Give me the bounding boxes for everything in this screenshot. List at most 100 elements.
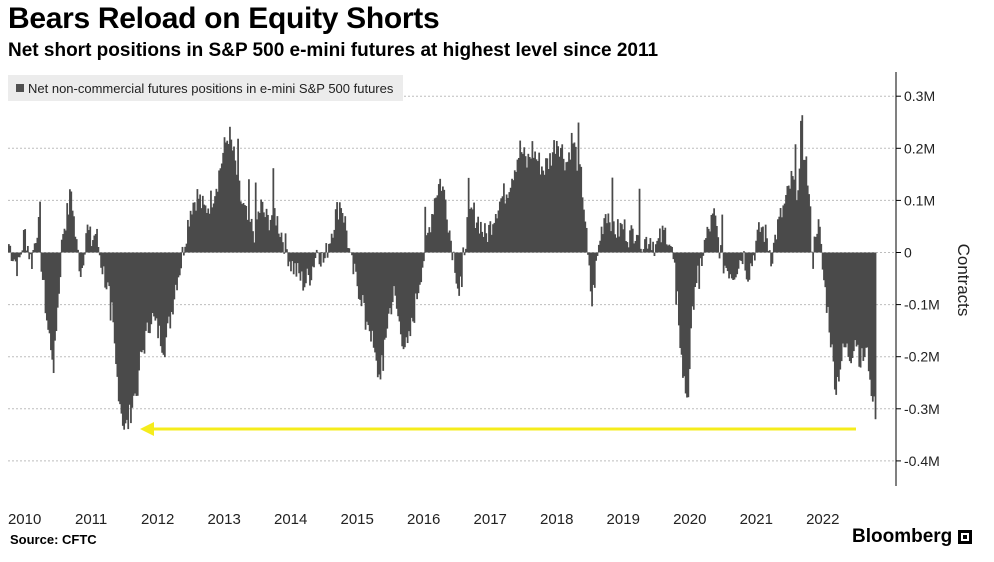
bar — [418, 252, 421, 285]
bar — [332, 237, 334, 253]
bar — [785, 195, 787, 253]
bar — [353, 252, 356, 264]
bar — [493, 222, 496, 253]
bar — [94, 233, 97, 253]
bar — [47, 252, 50, 330]
bar — [8, 244, 10, 253]
bar — [795, 200, 798, 253]
bar — [787, 185, 790, 253]
bar — [272, 168, 275, 253]
bar — [425, 235, 428, 253]
bar — [682, 252, 684, 378]
bar — [222, 152, 225, 253]
bar — [442, 186, 444, 253]
bar — [629, 230, 631, 253]
bar — [801, 115, 804, 253]
bar — [504, 203, 507, 253]
bar — [828, 252, 831, 333]
bar — [562, 158, 565, 253]
bar — [751, 252, 753, 267]
bar — [250, 218, 253, 253]
bar — [512, 180, 515, 253]
bar — [404, 252, 406, 348]
bar — [694, 252, 697, 288]
bar — [75, 239, 78, 253]
bar — [833, 252, 836, 390]
bar — [522, 153, 524, 253]
bar — [50, 252, 52, 351]
bar — [147, 252, 150, 333]
bar — [827, 252, 829, 307]
bar — [771, 252, 774, 264]
bar — [13, 252, 16, 260]
bar — [817, 219, 820, 253]
bar — [684, 252, 687, 394]
bar — [235, 174, 238, 253]
bar — [657, 238, 660, 253]
bar — [640, 248, 642, 253]
bar — [187, 219, 189, 253]
bar — [648, 244, 650, 253]
bar — [756, 229, 759, 253]
bar — [728, 252, 730, 279]
bar — [646, 248, 649, 253]
bar — [249, 221, 252, 253]
bar — [654, 244, 657, 253]
bar — [474, 227, 477, 253]
bar — [326, 252, 329, 258]
bar — [132, 252, 135, 396]
bar — [269, 219, 272, 253]
bar — [565, 162, 568, 253]
brand-name: Bloomberg — [852, 526, 953, 547]
bar — [203, 204, 206, 253]
bar — [829, 252, 832, 348]
bar — [763, 241, 766, 253]
bar — [627, 247, 630, 253]
bar — [511, 178, 513, 253]
bar — [524, 156, 527, 253]
bar — [520, 152, 523, 253]
bar — [257, 211, 260, 253]
bar — [797, 190, 800, 253]
bar — [573, 142, 576, 253]
bar — [577, 122, 580, 253]
bar — [413, 252, 416, 323]
bar — [809, 206, 812, 253]
bar — [170, 252, 173, 313]
bar — [462, 247, 465, 253]
bar — [178, 252, 181, 276]
bar — [414, 252, 417, 294]
bar — [64, 230, 67, 253]
bar — [715, 225, 718, 253]
bar — [578, 164, 581, 253]
bar — [490, 234, 493, 253]
bar — [531, 141, 534, 253]
bar — [382, 252, 385, 371]
bar — [466, 217, 469, 253]
bar — [264, 217, 267, 253]
bar — [393, 252, 395, 287]
bar — [621, 224, 623, 253]
bar — [619, 222, 622, 253]
bar — [838, 252, 840, 382]
bar — [469, 208, 471, 253]
bar — [703, 239, 706, 253]
bar — [810, 251, 813, 253]
bar — [458, 252, 461, 296]
bar — [451, 252, 454, 261]
bar — [618, 236, 621, 253]
bar — [12, 252, 14, 262]
bar — [24, 229, 27, 253]
bar — [825, 252, 828, 313]
bar — [119, 252, 121, 405]
bar — [35, 243, 37, 253]
bar — [668, 244, 671, 253]
x-tick-label: 2011 — [75, 511, 107, 528]
bar — [408, 252, 410, 332]
bar — [214, 196, 216, 253]
bar — [863, 252, 866, 358]
bar — [207, 208, 210, 253]
bar — [376, 252, 379, 378]
bar — [73, 216, 75, 253]
bar — [112, 252, 115, 323]
